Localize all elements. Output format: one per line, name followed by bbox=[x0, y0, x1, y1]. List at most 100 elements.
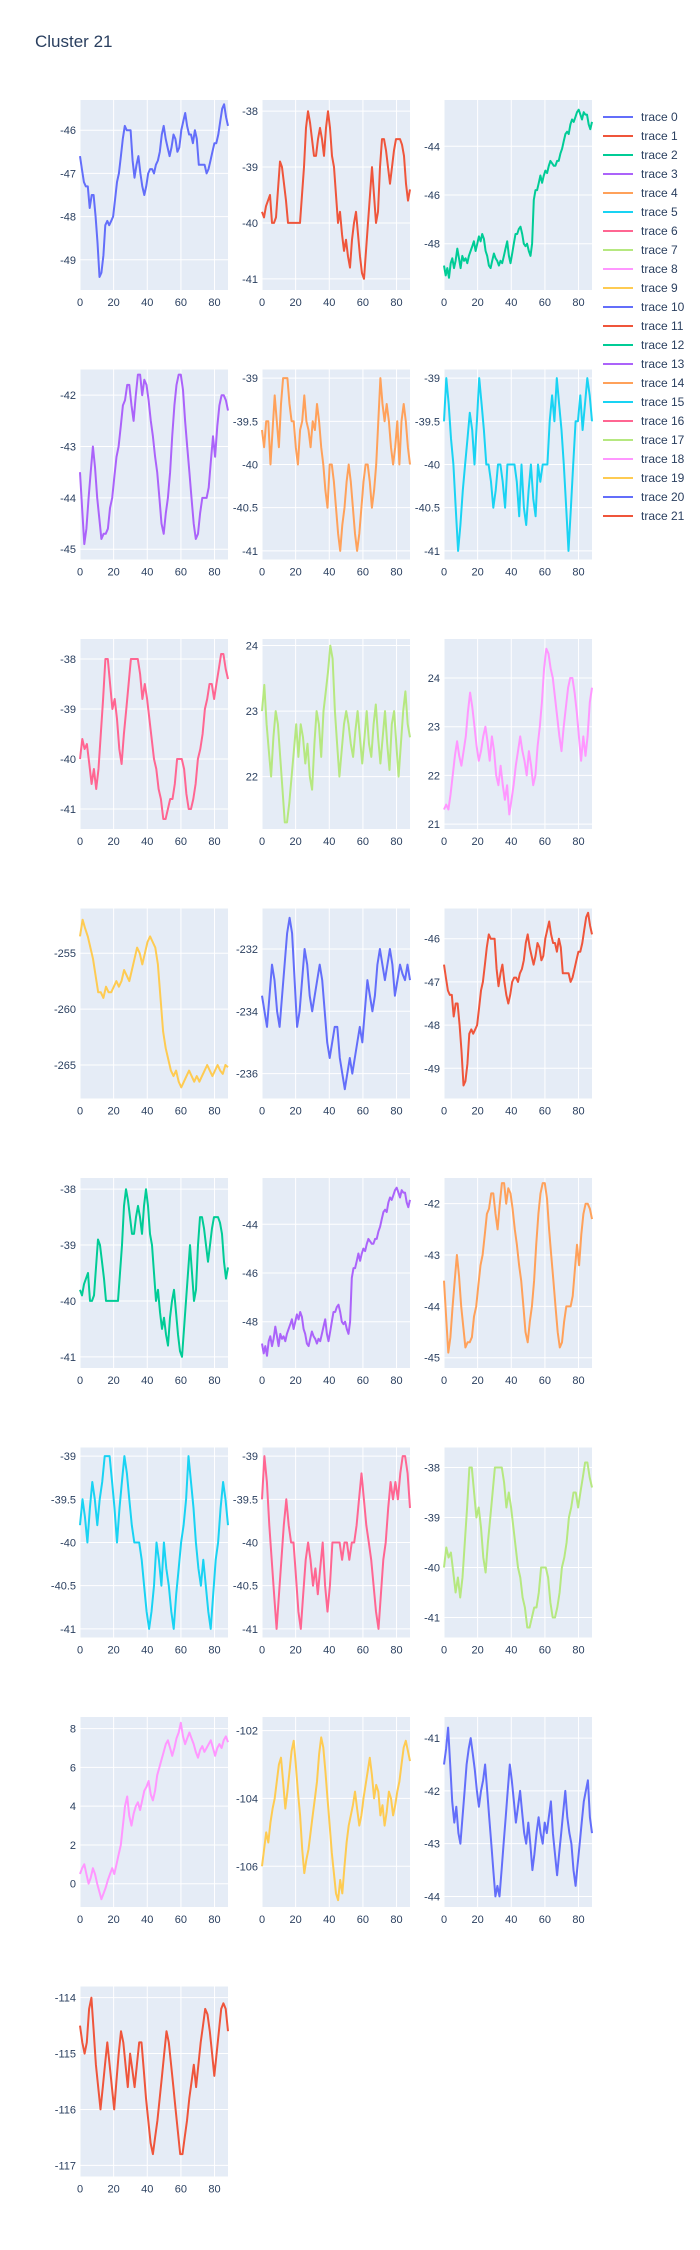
y-tick-label: 24 bbox=[428, 673, 440, 685]
legend-item-trace-3[interactable]: trace 3 bbox=[603, 164, 695, 183]
legend-item-trace-16[interactable]: trace 16 bbox=[603, 411, 695, 430]
legend-swatch bbox=[603, 153, 633, 156]
y-tick-label: 22 bbox=[246, 772, 258, 784]
x-tick-label: 0 bbox=[441, 1645, 447, 1657]
y-tick-label: -39 bbox=[242, 162, 258, 174]
legend-swatch bbox=[603, 115, 633, 118]
legend-item-trace-5[interactable]: trace 5 bbox=[603, 202, 695, 221]
legend-label: trace 13 bbox=[641, 356, 685, 371]
y-tick-label: -48 bbox=[242, 1317, 258, 1329]
x-tick-label: 20 bbox=[290, 1375, 302, 1387]
y-tick-label: -114 bbox=[55, 1993, 76, 2005]
y-tick-label: -40 bbox=[60, 1296, 76, 1308]
y-tick-label: 4 bbox=[70, 1801, 76, 1813]
legend-item-trace-9[interactable]: trace 9 bbox=[603, 278, 695, 297]
y-tick-label: 22 bbox=[428, 770, 440, 782]
series-line-trace-11 bbox=[443, 911, 593, 1087]
legend-item-trace-0[interactable]: trace 0 bbox=[603, 107, 695, 126]
x-tick-label: 60 bbox=[357, 1375, 369, 1387]
legend-item-trace-17[interactable]: trace 17 bbox=[603, 430, 695, 449]
y-tick-label: -43 bbox=[424, 1839, 440, 1851]
x-tick-label: 0 bbox=[259, 1645, 265, 1657]
y-tick-label: -47 bbox=[424, 977, 440, 989]
y-tick-label: -48 bbox=[424, 239, 440, 251]
y-tick-label: -49 bbox=[60, 255, 76, 267]
x-tick-label: 20 bbox=[472, 1106, 484, 1118]
y-tick-label: -44 bbox=[424, 1301, 440, 1313]
x-tick-label: 20 bbox=[472, 836, 484, 848]
x-tick-label: 20 bbox=[472, 297, 484, 309]
legend-item-trace-11[interactable]: trace 11 bbox=[603, 316, 695, 335]
legend-item-trace-12[interactable]: trace 12 bbox=[603, 335, 695, 354]
y-tick-label: -41 bbox=[424, 1613, 440, 1625]
legend-item-trace-14[interactable]: trace 14 bbox=[603, 373, 695, 392]
y-tick-label: -39.5 bbox=[233, 416, 258, 428]
y-tick-label: 23 bbox=[246, 706, 258, 718]
x-tick-label: 80 bbox=[208, 2184, 220, 2196]
plot-background bbox=[262, 908, 410, 1099]
x-tick-label: 60 bbox=[539, 1106, 551, 1118]
y-tick-label: -44 bbox=[60, 493, 76, 505]
x-tick-label: 80 bbox=[572, 1914, 584, 1926]
legend-item-trace-4[interactable]: trace 4 bbox=[603, 183, 695, 202]
legend-label: trace 19 bbox=[641, 470, 685, 485]
x-tick-label: 20 bbox=[108, 1106, 120, 1118]
legend[interactable]: trace 0 trace 1 trace 2 trace 3 trace 4 trace… bbox=[603, 107, 695, 525]
legend-item-trace-10[interactable]: trace 10 bbox=[603, 297, 695, 316]
legend-swatch bbox=[603, 343, 633, 346]
y-tick-label: -39 bbox=[424, 1513, 440, 1525]
legend-label: trace 3 bbox=[641, 166, 678, 181]
legend-label: trace 8 bbox=[641, 261, 678, 276]
x-tick-label: 60 bbox=[539, 297, 551, 309]
legend-label: trace 2 bbox=[641, 147, 678, 162]
legend-item-trace-8[interactable]: trace 8 bbox=[603, 259, 695, 278]
subplot-trace-4: 0 20 40 60 80 -39 -39.5 -40 -40.5 -41 bbox=[233, 369, 411, 579]
x-tick-label: 40 bbox=[505, 836, 517, 848]
legend-item-trace-15[interactable]: trace 15 bbox=[603, 392, 695, 411]
legend-item-trace-19[interactable]: trace 19 bbox=[603, 468, 695, 487]
y-tick-label: -40.5 bbox=[415, 503, 440, 515]
x-tick-label: 40 bbox=[141, 1645, 153, 1657]
x-tick-label: 40 bbox=[141, 836, 153, 848]
y-tick-label: -42 bbox=[424, 1199, 440, 1211]
x-tick-label: 60 bbox=[357, 1914, 369, 1926]
legend-label: trace 12 bbox=[641, 337, 685, 352]
plot-background bbox=[444, 1447, 592, 1638]
x-tick-label: 40 bbox=[323, 1375, 335, 1387]
x-tick-label: 80 bbox=[572, 297, 584, 309]
series-line-trace-4 bbox=[261, 377, 411, 552]
legend-swatch bbox=[603, 400, 633, 403]
legend-item-trace-1[interactable]: trace 1 bbox=[603, 126, 695, 145]
y-tick-label: -39 bbox=[242, 1451, 258, 1463]
y-tick-label: 2 bbox=[70, 1840, 76, 1852]
x-tick-label: 20 bbox=[472, 1645, 484, 1657]
x-tick-label: 0 bbox=[259, 1914, 265, 1926]
x-tick-label: 40 bbox=[505, 1914, 517, 1926]
legend-item-trace-20[interactable]: trace 20 bbox=[603, 487, 695, 506]
y-tick-label: -41 bbox=[242, 274, 258, 286]
y-tick-label: -46 bbox=[242, 1268, 258, 1280]
x-tick-label: 0 bbox=[77, 297, 83, 309]
x-tick-label: 20 bbox=[108, 1645, 120, 1657]
series-line-trace-17 bbox=[443, 1461, 593, 1629]
x-tick-label: 20 bbox=[108, 2184, 120, 2196]
x-tick-label: 60 bbox=[539, 1914, 551, 1926]
legend-item-trace-13[interactable]: trace 13 bbox=[603, 354, 695, 373]
y-tick-label: -41 bbox=[242, 1624, 258, 1636]
legend-item-trace-21[interactable]: trace 21 bbox=[603, 506, 695, 525]
x-tick-label: 80 bbox=[208, 297, 220, 309]
y-tick-label: -41 bbox=[60, 1352, 76, 1364]
series-line-trace-21 bbox=[79, 1996, 229, 2156]
legend-item-trace-2[interactable]: trace 2 bbox=[603, 145, 695, 164]
x-tick-label: 60 bbox=[175, 1645, 187, 1657]
subplot-trace-3: 0 20 40 60 80 -42 -43 -44 -45 bbox=[60, 369, 229, 579]
x-tick-label: 80 bbox=[208, 567, 220, 579]
series-line-trace-0 bbox=[79, 103, 229, 278]
legend-item-trace-6[interactable]: trace 6 bbox=[603, 221, 695, 240]
x-tick-label: 0 bbox=[77, 1645, 83, 1657]
legend-label: trace 17 bbox=[641, 432, 685, 447]
y-tick-label: -41 bbox=[242, 546, 258, 558]
legend-item-trace-18[interactable]: trace 18 bbox=[603, 449, 695, 468]
legend-item-trace-7[interactable]: trace 7 bbox=[603, 240, 695, 259]
